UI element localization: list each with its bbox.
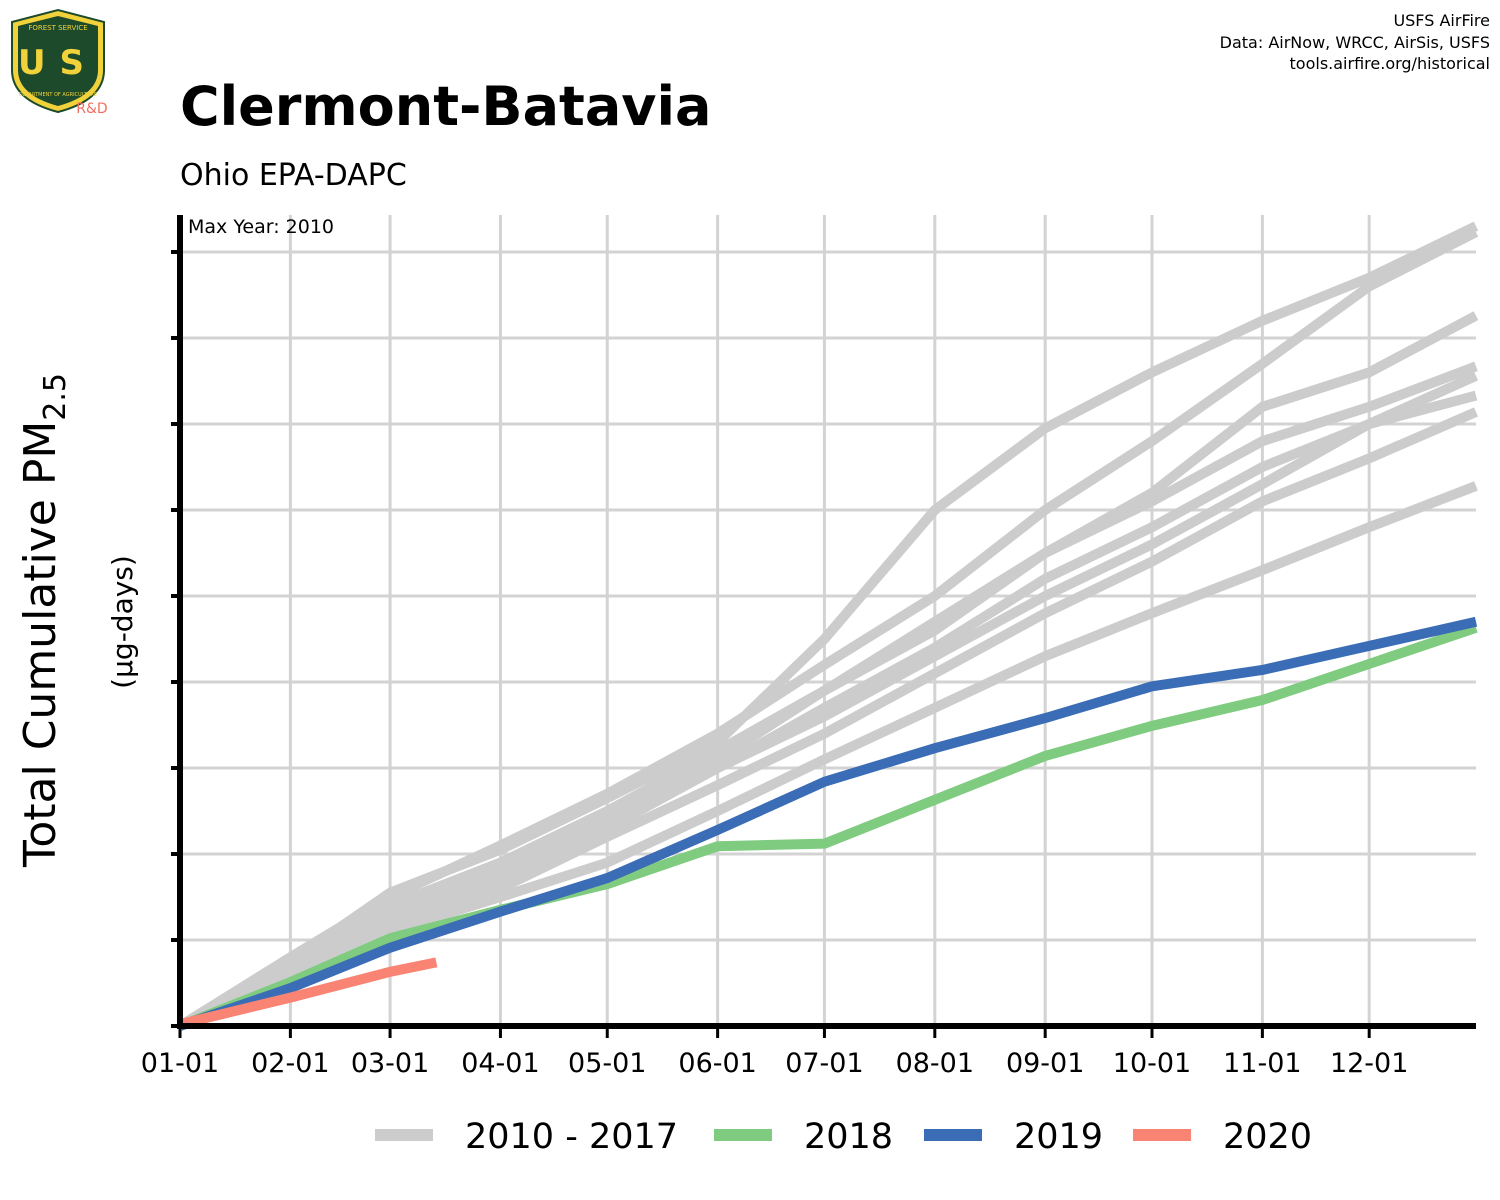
x-tick-label: 02-01 [251, 1048, 329, 1079]
legend-label: 2018 [804, 1117, 893, 1157]
x-tick-label: 12-01 [1330, 1048, 1408, 1079]
x-tick-label: 05-01 [568, 1048, 646, 1079]
y-label-main: Total Cumulative PM [15, 421, 66, 868]
chart-subtitle: Ohio EPA-DAPC [180, 158, 407, 193]
x-tick-label: 03-01 [351, 1048, 429, 1079]
x-tick-label: 10-01 [1113, 1048, 1191, 1079]
annotation: Max Year: 2010 [188, 216, 334, 238]
logo-letters: US [18, 43, 98, 83]
x-tick-label: 08-01 [896, 1048, 974, 1079]
credit: Data: AirNow, WRCC, AirSis, USFS [1220, 33, 1490, 52]
series-line [177, 227, 1479, 1031]
x-tick-label: 06-01 [678, 1048, 756, 1079]
logo: FOREST SERVICE US DEPARTMENT OF AGRICULT… [11, 8, 108, 117]
legend-label: 2010 - 2017 [465, 1117, 678, 1157]
series-line [178, 616, 1478, 1031]
y-label-sub: 2.5 [38, 373, 73, 421]
chart-title: Clermont-Batavia [180, 75, 711, 138]
plot: 01-01 02-01 03-01 04-01 05-01 06-01 07-01 08-01… [141, 215, 1479, 1157]
credit: tools.airfire.org/historical [1290, 54, 1490, 73]
x-tick-label: 09-01 [1006, 1048, 1084, 1079]
credit: USFS AirFire [1393, 11, 1490, 30]
legend-label: 2020 [1223, 1117, 1312, 1157]
logo-inner [18, 16, 98, 106]
series-line [178, 481, 1478, 1031]
logo-top: FOREST SERVICE [28, 24, 87, 32]
x-tick-label: 01-01 [141, 1048, 219, 1079]
legend-label: 2019 [1014, 1117, 1103, 1157]
x-tick-label: 04-01 [461, 1048, 539, 1079]
series-line [178, 407, 1478, 1031]
series-line [178, 957, 438, 1030]
logo-badge: R&D [76, 101, 107, 117]
logo-bottom: DEPARTMENT OF AGRICULTURE [19, 92, 97, 98]
y-axis-label: Total Cumulative PM2.5 [15, 373, 73, 868]
x-tick-label: 11-01 [1223, 1048, 1301, 1079]
x-tick-label: 07-01 [785, 1048, 863, 1079]
series-line [178, 623, 1478, 1031]
y-axis-unit: (µg-days) [106, 555, 139, 689]
